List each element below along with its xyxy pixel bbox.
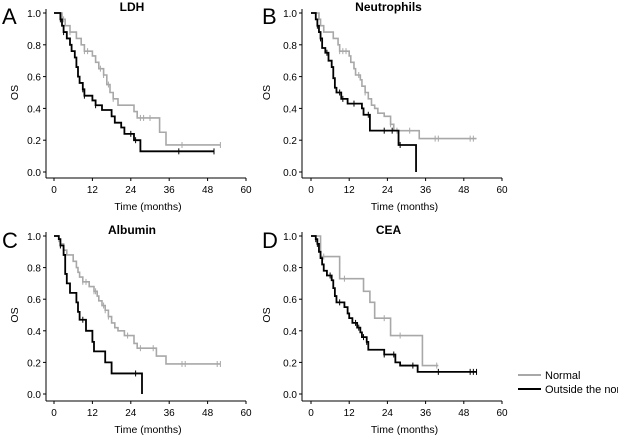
legend-label-normal: Normal xyxy=(545,370,580,382)
panel-b: B Neutrophils 0.0 0.2 0.4 0.6 0.8 1.0 0 12 24 36 48 6… xyxy=(261,0,508,213)
chart-title: Albumin xyxy=(108,223,156,237)
x-tick-label: 0 xyxy=(308,185,314,196)
x-tick-label: 36 xyxy=(164,408,176,419)
y-tick-label: 1.0 xyxy=(283,9,297,20)
y-tick-label: 0.8 xyxy=(27,41,41,52)
y-axis-label: OS xyxy=(9,85,21,100)
x-tick-label: 36 xyxy=(164,185,176,196)
km-curve-normal xyxy=(54,235,221,365)
y-tick-label: 0.6 xyxy=(27,295,41,306)
chart-title: Neutrophils xyxy=(355,0,422,14)
panel-label: D xyxy=(262,228,278,253)
x-tick-label: 0 xyxy=(308,408,314,419)
x-tick-label: 60 xyxy=(240,185,252,196)
panel-label: C xyxy=(2,228,18,253)
y-tick-label: 0.8 xyxy=(27,264,41,275)
x-tick-label: 48 xyxy=(458,185,470,196)
y-tick-label: 1.0 xyxy=(27,9,41,20)
y-tick-label: 1.0 xyxy=(283,232,297,243)
y-tick-label: 0.0 xyxy=(283,168,297,179)
y-tick-label: 0.4 xyxy=(283,327,297,338)
y-tick-label: 0.8 xyxy=(283,41,297,52)
y-tick-label: 0.4 xyxy=(27,327,41,338)
y-tick-label: 0.0 xyxy=(27,168,41,179)
y-tick-label: 0.0 xyxy=(27,390,41,401)
y-tick-label: 0.2 xyxy=(283,136,297,147)
x-tick-label: 48 xyxy=(202,185,214,196)
x-tick-label: 12 xyxy=(87,185,99,196)
y-tick-label: 0.4 xyxy=(27,104,41,115)
km-curve-outside-norm xyxy=(54,12,214,153)
y-tick-label: 0.6 xyxy=(283,73,297,84)
x-tick-label: 0 xyxy=(51,408,57,419)
y-axis-label: OS xyxy=(261,307,273,322)
x-tick-label: 12 xyxy=(344,408,356,419)
x-tick-label: 60 xyxy=(496,408,508,419)
y-axis-label: OS xyxy=(9,307,21,322)
y-tick-label: 0.0 xyxy=(283,390,297,401)
x-tick-label: 12 xyxy=(344,185,356,196)
x-tick-label: 12 xyxy=(87,408,99,419)
chart-title: LDH xyxy=(120,0,145,14)
x-tick-label: 48 xyxy=(458,408,470,419)
y-tick-label: 0.2 xyxy=(27,136,41,147)
x-tick-label: 24 xyxy=(125,185,137,196)
x-axis-label: Time (months) xyxy=(114,201,181,213)
x-axis-label: Time (months) xyxy=(371,424,438,436)
y-tick-label: 0.8 xyxy=(283,264,297,275)
x-tick-label: 36 xyxy=(420,408,432,419)
x-tick-label: 24 xyxy=(125,408,137,419)
x-axis-label: Time (months) xyxy=(371,201,438,213)
x-tick-label: 0 xyxy=(51,185,57,196)
km-curve-outside-norm xyxy=(311,235,477,373)
km-curve-outside-norm xyxy=(54,235,143,394)
x-tick-label: 60 xyxy=(496,185,508,196)
x-tick-label: 24 xyxy=(382,185,394,196)
km-curve-outside-norm xyxy=(311,12,417,172)
legend-label-outside: Outside the norm xyxy=(545,384,618,396)
km-curve-normal xyxy=(311,12,477,140)
panel-label: B xyxy=(262,4,277,29)
x-tick-label: 60 xyxy=(240,408,252,419)
panel-label: A xyxy=(2,4,17,29)
km-curve-normal xyxy=(311,235,439,367)
x-tick-label: 36 xyxy=(420,185,432,196)
y-tick-label: 0.6 xyxy=(283,295,297,306)
y-tick-label: 0.6 xyxy=(27,73,41,84)
x-tick-label: 24 xyxy=(382,408,394,419)
km-curve-normal xyxy=(54,12,221,146)
panel-a: A LDH 0.0 0.2 0.4 0.6 0.8 1.0 0 12 24 36 48 60 Time (m… xyxy=(2,0,252,213)
legend: Normal Outside the norm xyxy=(518,370,618,396)
y-tick-label: 0.2 xyxy=(283,358,297,369)
x-axis-label: Time (months) xyxy=(114,424,181,436)
y-tick-label: 0.4 xyxy=(283,104,297,115)
y-tick-label: 1.0 xyxy=(27,232,41,243)
panel-d: D CEA 0.0 0.2 0.4 0.6 0.8 1.0 0 12 24 36 48 60 Time (m… xyxy=(261,223,508,436)
panel-c: C Albumin 0.0 0.2 0.4 0.6 0.8 1.0 0 12 24 36 48 60 Tim… xyxy=(2,223,252,436)
x-tick-label: 48 xyxy=(202,408,214,419)
y-axis-label: OS xyxy=(261,85,273,100)
chart-title: CEA xyxy=(376,223,402,237)
y-tick-label: 0.2 xyxy=(27,358,41,369)
